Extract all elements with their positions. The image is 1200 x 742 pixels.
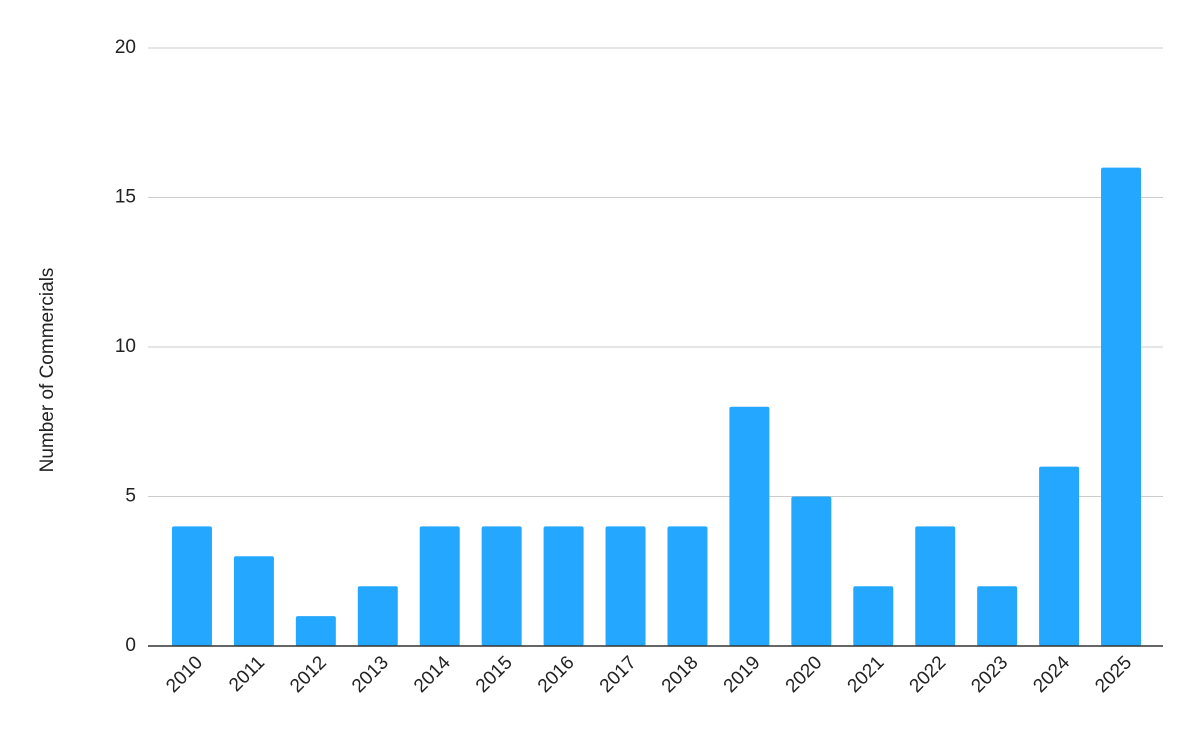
- bar: [171, 526, 212, 646]
- x-tick-label: 2013: [348, 652, 393, 697]
- y-tick-label: 20: [115, 37, 136, 58]
- bar: [915, 526, 956, 646]
- y-tick-label: 10: [115, 336, 136, 357]
- x-tick-label: 2011: [225, 652, 269, 696]
- bar: [1101, 167, 1142, 646]
- bar: [233, 556, 274, 646]
- y-tick-label: 0: [125, 635, 136, 656]
- x-tick-label: 2020: [782, 652, 827, 697]
- bar: [1039, 466, 1080, 646]
- bar: [481, 526, 522, 646]
- bar: [791, 496, 832, 646]
- x-tick-label: 2016: [534, 652, 579, 697]
- x-tick-label: 2021: [844, 652, 889, 697]
- bar: [543, 526, 584, 646]
- x-tick-label: 2015: [472, 652, 517, 697]
- x-tick-label: 2024: [1029, 652, 1074, 697]
- bar: [419, 526, 460, 646]
- bar: [605, 526, 646, 646]
- y-axis-label: Number of Commercials: [37, 268, 58, 473]
- x-tick-label: 2019: [720, 652, 765, 697]
- bar: [977, 586, 1018, 646]
- bar: [729, 406, 770, 646]
- bar: [853, 586, 894, 646]
- bar: [357, 586, 398, 646]
- x-tick-label: 2018: [658, 652, 703, 697]
- x-tick-label: 2014: [410, 652, 455, 697]
- bar: [295, 616, 336, 646]
- x-tick-label: 2022: [906, 652, 951, 697]
- y-tick-label: 5: [125, 486, 136, 507]
- x-tick-label: 2025: [1091, 652, 1136, 697]
- y-tick-label: 15: [115, 187, 136, 208]
- x-tick-label: 2012: [286, 652, 331, 697]
- x-tick-label: 2010: [162, 652, 207, 697]
- bar: [667, 526, 708, 646]
- x-tick-label: 2023: [967, 652, 1012, 697]
- x-tick-label: 2017: [596, 652, 641, 697]
